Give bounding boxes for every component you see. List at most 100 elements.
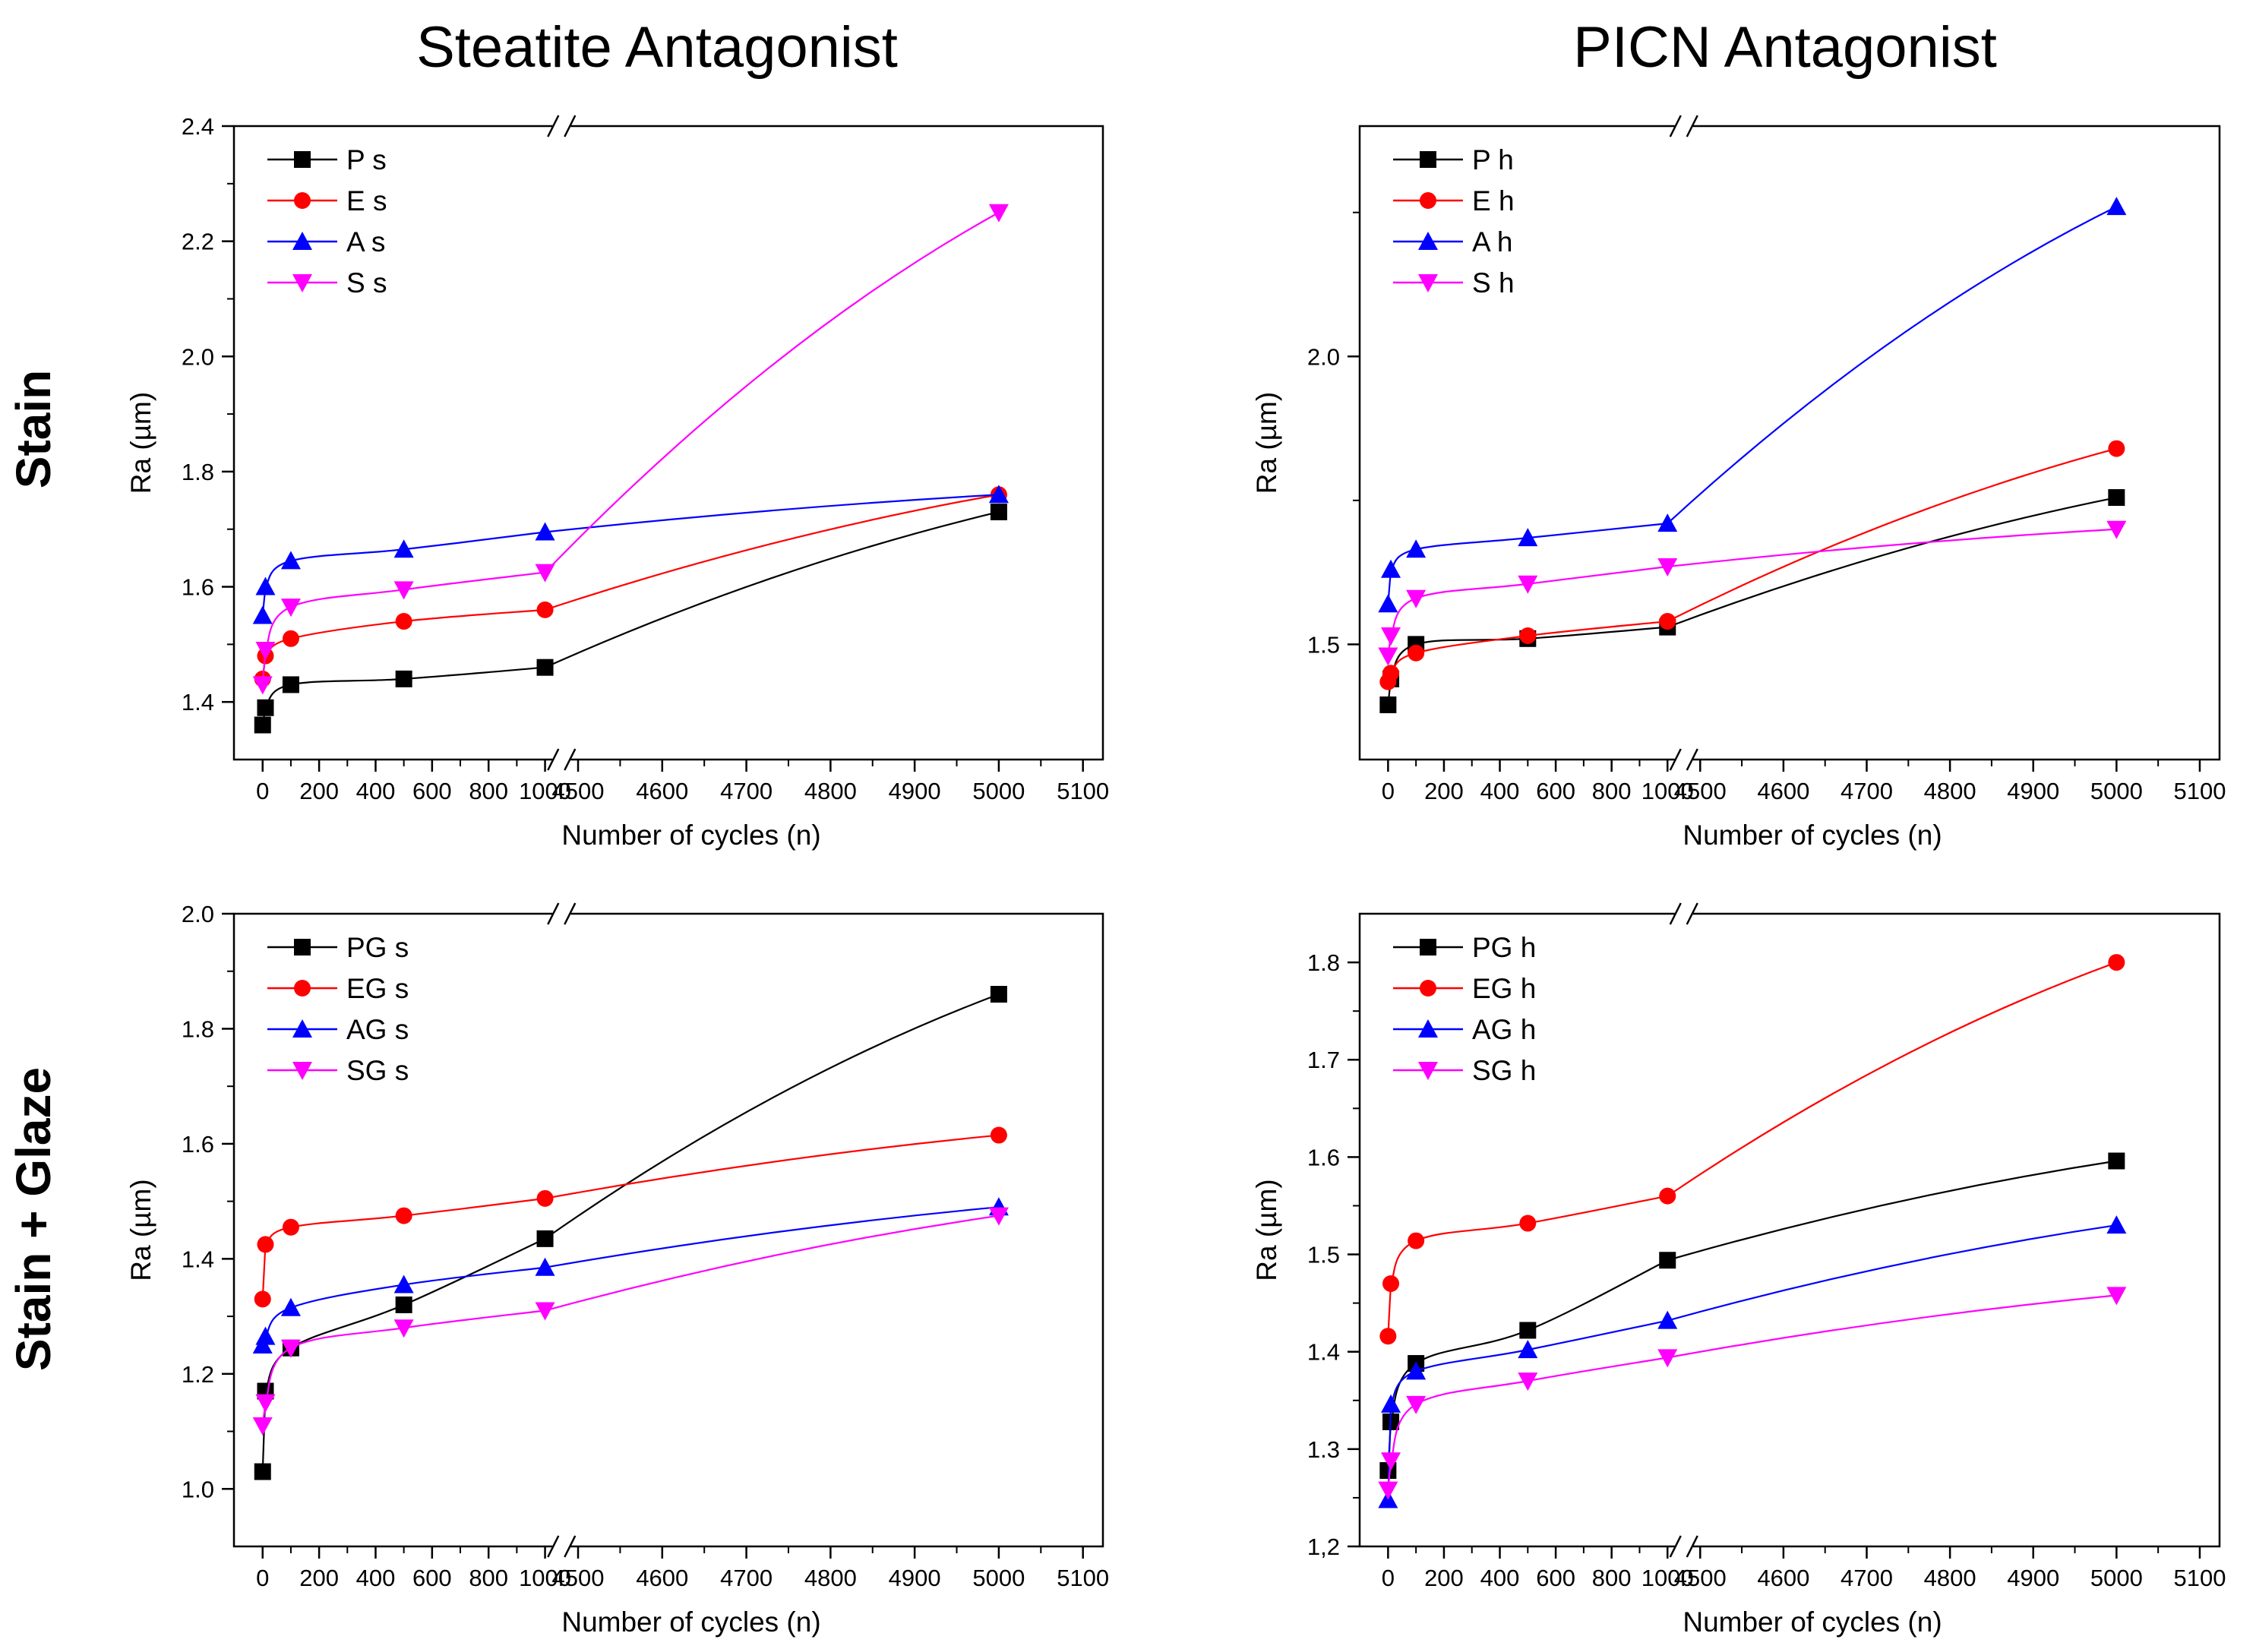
data-point xyxy=(1381,1394,1401,1413)
x-tick-label: 4600 xyxy=(636,1565,688,1591)
data-point xyxy=(254,1290,271,1308)
data-point xyxy=(1519,1322,1537,1339)
legend-label: E s xyxy=(346,185,387,216)
x-tick-label: 800 xyxy=(1592,1565,1632,1591)
y-tick-label: 1.8 xyxy=(182,1016,214,1042)
data-point xyxy=(255,1326,276,1345)
data-point xyxy=(252,1417,273,1436)
series-line xyxy=(1390,496,2117,680)
y-tick-label: 1.2 xyxy=(182,1361,214,1388)
x-tick-label: 200 xyxy=(1424,1565,1464,1591)
axis-break-mark xyxy=(547,902,560,925)
y-tick-label: 1.3 xyxy=(1307,1436,1340,1463)
axis-break-mark xyxy=(1686,1535,1698,1558)
data-point xyxy=(988,1207,1009,1226)
data-point xyxy=(1406,589,1427,608)
legend-marker xyxy=(294,192,311,209)
axis-break-gap xyxy=(1674,903,1693,924)
axis-break-gap xyxy=(552,749,571,770)
series-a-s xyxy=(252,485,1009,624)
x-tick-label: 1000 xyxy=(519,1565,571,1591)
axis-break-mark xyxy=(1686,902,1698,925)
x-tick-label: 200 xyxy=(299,778,339,804)
data-point xyxy=(1519,627,1537,644)
legend-marker xyxy=(1420,980,1436,997)
row-title-stain: Stain xyxy=(6,370,61,488)
x-tick-label: 4700 xyxy=(720,778,773,804)
x-tick-label: 4900 xyxy=(2007,778,2059,804)
series-p-h xyxy=(1379,489,2125,713)
y-axis-label: Ra (µm) xyxy=(125,392,156,494)
y-tick-label: 2.0 xyxy=(182,343,214,370)
x-tick-label: 1000 xyxy=(519,778,571,804)
series-line xyxy=(1390,962,2117,1284)
axis-break-mark xyxy=(564,902,577,925)
legend-marker xyxy=(1418,1019,1438,1038)
y-tick-label: 1.6 xyxy=(182,1131,214,1158)
series-line xyxy=(1390,1294,2117,1461)
y-tick-label: 1.8 xyxy=(1307,949,1340,976)
data-point xyxy=(395,1296,412,1313)
data-point xyxy=(254,716,271,734)
x-tick-label: 5100 xyxy=(1057,778,1109,804)
x-tick-label: 400 xyxy=(1480,1565,1520,1591)
series-line xyxy=(1390,1160,2117,1423)
legend-marker xyxy=(292,1062,312,1080)
data-point xyxy=(536,659,554,676)
x-tick-label: 4800 xyxy=(1924,1565,1976,1591)
x-tick-label: 4600 xyxy=(1757,778,1809,804)
legend-label: S s xyxy=(346,267,387,298)
x-tick-label: 4800 xyxy=(804,778,857,804)
y-axis-ticks: 1,2 1.3 1.4 1.5 1.6 1.7 1.8 xyxy=(1307,949,1360,1560)
data-point xyxy=(1381,559,1401,578)
y-tick-label: 1.6 xyxy=(182,574,214,601)
data-point xyxy=(1406,539,1427,558)
data-point xyxy=(393,1275,414,1293)
series-line xyxy=(264,1134,1000,1246)
data-point xyxy=(1518,1340,1538,1359)
legend-label: EG s xyxy=(346,973,409,1004)
x-tick-label: 0 xyxy=(256,778,269,804)
axis-break-gap xyxy=(1674,1536,1693,1557)
series-a-h xyxy=(1378,197,2127,613)
x-tick-label: 200 xyxy=(299,1565,339,1591)
data-point xyxy=(395,613,412,630)
series-p-s xyxy=(254,503,1007,734)
x-tick-label: 800 xyxy=(469,778,508,804)
axis-break-mark xyxy=(1686,748,1698,771)
legend-marker xyxy=(1418,232,1438,250)
axis-break-mark xyxy=(564,115,577,137)
y-tick-label: 1.4 xyxy=(1307,1339,1340,1366)
legend-marker xyxy=(294,939,311,956)
plot-frame xyxy=(1358,125,2221,761)
series-line xyxy=(264,1206,1000,1338)
x-axis-label: Number of cycles (n) xyxy=(1683,1606,1942,1638)
data-point xyxy=(1657,1349,1678,1368)
series-line xyxy=(1390,206,2117,570)
series-line xyxy=(1390,528,2117,636)
series-line xyxy=(264,1215,1000,1404)
x-tick-label: 5100 xyxy=(2173,778,2226,804)
y-axis-ticks: 1.4 1.6 1.8 2.0 2.2 2.4 xyxy=(182,113,234,715)
x-tick-label: 4500 xyxy=(1674,778,1727,804)
x-axis-label: Number of cycles (n) xyxy=(561,1606,820,1638)
series-s-h xyxy=(1378,520,2127,666)
legend-marker xyxy=(1418,1062,1438,1080)
data-point xyxy=(1518,528,1538,547)
x-tick-label: 0 xyxy=(256,1565,269,1591)
data-point xyxy=(988,485,1009,504)
axis-break-mark xyxy=(1669,1535,1682,1558)
data-point xyxy=(395,670,412,687)
row-title-stain-glaze: Stain + Glaze xyxy=(6,1067,61,1371)
data-point xyxy=(282,676,299,693)
axis-break-mark xyxy=(564,1535,577,1558)
x-tick-label: 4500 xyxy=(552,1565,605,1591)
data-point xyxy=(1657,1310,1678,1329)
data-point xyxy=(990,986,1007,1003)
x-tick-label: 5000 xyxy=(972,1565,1025,1591)
data-point xyxy=(2106,197,2127,216)
data-point xyxy=(2108,1152,2125,1170)
